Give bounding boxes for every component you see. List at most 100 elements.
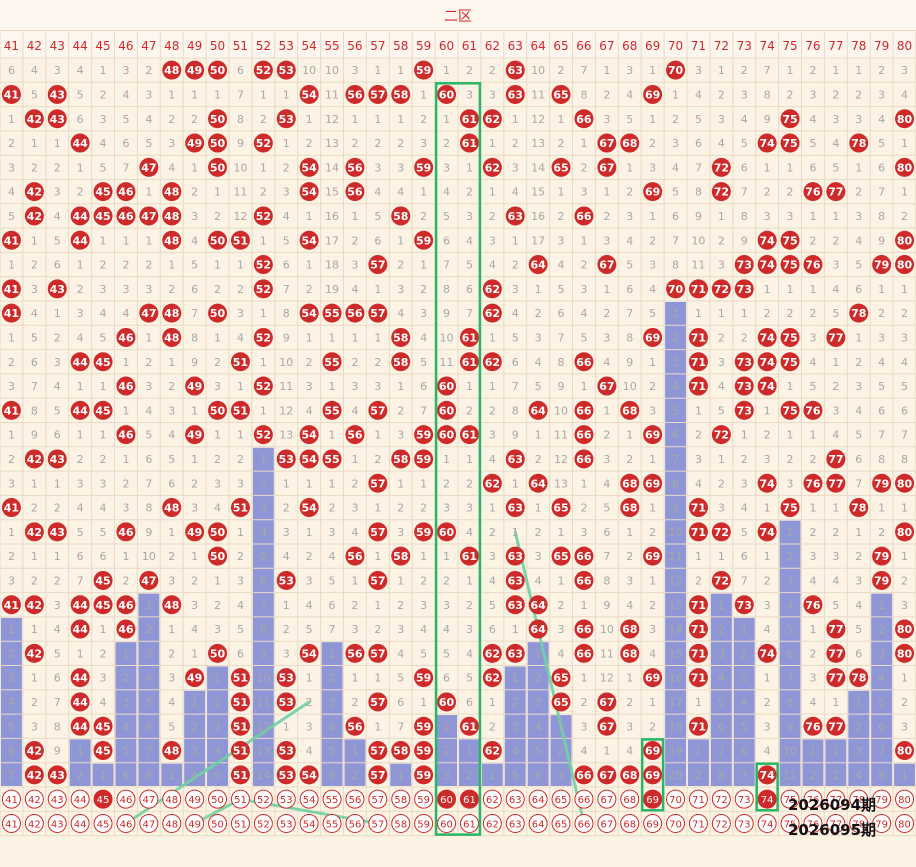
missing-count: 11 bbox=[691, 259, 705, 272]
ball-number: 60 bbox=[439, 380, 455, 393]
missing-count: 2 bbox=[718, 234, 725, 247]
missing-count: 2 bbox=[100, 259, 107, 272]
ball-46 bbox=[116, 182, 136, 202]
missing-count: 2 bbox=[787, 88, 794, 101]
missing-count: 2 bbox=[649, 380, 656, 393]
ball-59 bbox=[414, 741, 434, 761]
ball-number: 59 bbox=[416, 453, 431, 466]
missing-count: 3 bbox=[901, 331, 908, 344]
missing-count: 3 bbox=[855, 380, 862, 393]
missing-count: 1 bbox=[306, 331, 313, 344]
column-header-48: 48 bbox=[164, 39, 179, 53]
missing-count: 3 bbox=[31, 720, 38, 733]
ball-number: 66 bbox=[576, 647, 592, 660]
ball-59 bbox=[414, 425, 434, 445]
ball-71 bbox=[688, 716, 708, 736]
ball-number: 68 bbox=[622, 502, 637, 515]
ball-41 bbox=[1, 84, 21, 104]
ball-number: 63 bbox=[508, 647, 523, 660]
ball-59 bbox=[414, 157, 434, 177]
missing-count: 1 bbox=[8, 429, 15, 442]
missing-count: 1 bbox=[8, 259, 15, 272]
missing-count: 1 bbox=[374, 550, 381, 563]
ball-78 bbox=[849, 133, 869, 153]
missing-count: 4 bbox=[695, 88, 702, 101]
ball-number: 41 bbox=[4, 599, 19, 612]
missing-count: 2 bbox=[466, 404, 473, 417]
ball-number: 57 bbox=[370, 88, 385, 101]
missing-count: 10 bbox=[440, 331, 454, 344]
missing-count: 3 bbox=[695, 64, 702, 77]
column-header-72: 72 bbox=[714, 39, 729, 53]
ball-number: 48 bbox=[164, 331, 179, 344]
ball-43 bbox=[47, 279, 67, 299]
ball-number: 43 bbox=[50, 283, 65, 296]
missing-count: 5 bbox=[901, 380, 908, 393]
missing-count: 5 bbox=[855, 429, 862, 442]
missing-count: 1 bbox=[100, 234, 107, 247]
column-header-57: 57 bbox=[370, 39, 385, 53]
ball-48 bbox=[162, 498, 182, 518]
ball-number: 67 bbox=[599, 696, 614, 709]
missing-count: 1 bbox=[420, 696, 427, 709]
missing-count: 4 bbox=[54, 210, 61, 223]
ball-78 bbox=[849, 303, 869, 323]
missing-count: 4 bbox=[558, 647, 565, 660]
missing-count: 5 bbox=[443, 647, 450, 660]
missing-count: 2 bbox=[466, 64, 473, 77]
missing-count: 1 bbox=[351, 672, 358, 685]
missing-count: 1 bbox=[466, 745, 473, 758]
missing-count: 4 bbox=[809, 574, 816, 587]
missing-count: 5 bbox=[374, 210, 381, 223]
missing-count: 4 bbox=[168, 161, 175, 174]
ball-41 bbox=[1, 303, 21, 323]
ball-number: 73 bbox=[737, 599, 752, 612]
ball-number: 42 bbox=[27, 113, 42, 126]
missing-count: 2 bbox=[397, 259, 404, 272]
missing-count: 1 bbox=[54, 550, 61, 563]
missing-count: 5 bbox=[626, 259, 633, 272]
ball-number: 71 bbox=[691, 356, 706, 369]
missing-count: 3 bbox=[145, 647, 152, 660]
missing-count: 2 bbox=[54, 161, 61, 174]
forecast-number: 69 bbox=[646, 819, 659, 830]
missing-count: 3 bbox=[603, 234, 610, 247]
missing-count: 1 bbox=[283, 477, 290, 490]
missing-count: 7 bbox=[31, 380, 38, 393]
forecast-ball-61 bbox=[459, 813, 479, 833]
missing-count: 2 bbox=[649, 720, 656, 733]
ball-number: 64 bbox=[530, 623, 546, 636]
missing-count: 4 bbox=[351, 404, 358, 417]
forecast-number: 65 bbox=[555, 795, 568, 806]
ball-54 bbox=[299, 182, 319, 202]
ball-63 bbox=[505, 570, 525, 590]
ball-number: 41 bbox=[4, 502, 19, 515]
missing-count: 6 bbox=[191, 283, 198, 296]
ball-number: 75 bbox=[782, 259, 797, 272]
ball-57 bbox=[368, 303, 388, 323]
missing-count: 2 bbox=[397, 599, 404, 612]
missing-count: 1 bbox=[649, 453, 656, 466]
missing-count: 1 bbox=[31, 672, 38, 685]
forecast-ball-66 bbox=[574, 813, 594, 833]
missing-count: 3 bbox=[237, 574, 244, 587]
missing-count: 5 bbox=[741, 137, 748, 150]
missing-count: 3 bbox=[306, 720, 313, 733]
forecast-ball-43 bbox=[47, 813, 67, 833]
ball-number: 44 bbox=[72, 672, 88, 685]
missing-count: 1 bbox=[535, 502, 542, 515]
missing-count: 8 bbox=[145, 502, 152, 515]
ball-number: 71 bbox=[691, 672, 706, 685]
ball-72 bbox=[711, 157, 731, 177]
ball-41 bbox=[1, 595, 21, 615]
missing-count: 2 bbox=[168, 283, 175, 296]
missing-count: 2 bbox=[397, 137, 404, 150]
forecast-number: 53 bbox=[280, 795, 293, 806]
column-header-61: 61 bbox=[462, 39, 477, 53]
ball-number: 63 bbox=[508, 453, 523, 466]
forecast-number: 63 bbox=[509, 819, 522, 830]
ball-number: 74 bbox=[759, 234, 775, 247]
ball-number: 53 bbox=[279, 453, 294, 466]
missing-count: 2 bbox=[809, 307, 816, 320]
missing-count: 4 bbox=[168, 429, 175, 442]
